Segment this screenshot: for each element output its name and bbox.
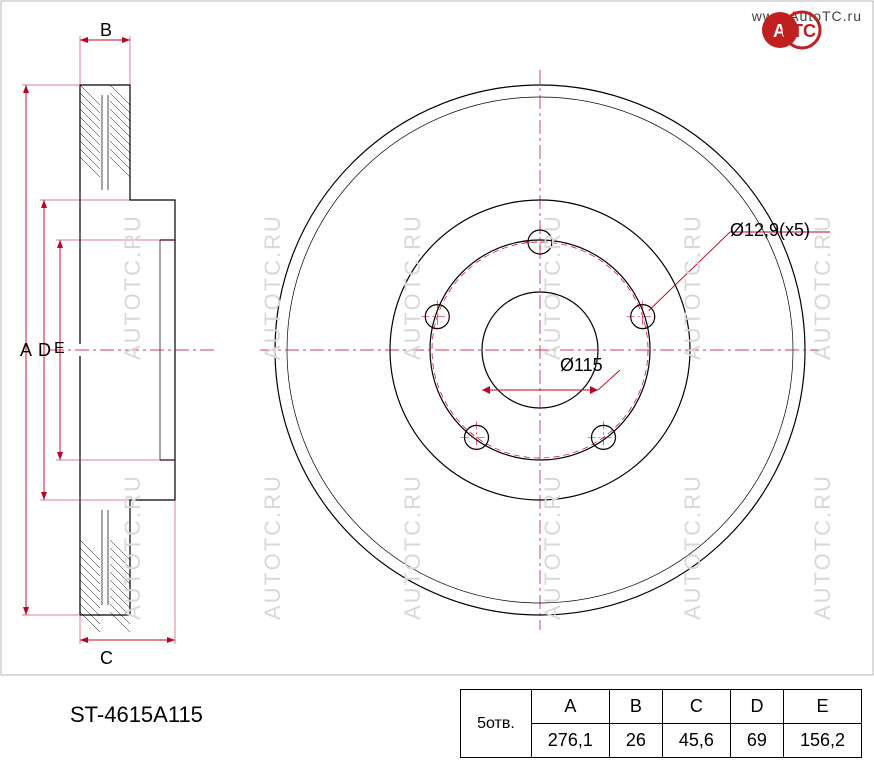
table-header: A bbox=[531, 690, 609, 724]
table-header: D bbox=[730, 690, 783, 724]
ann-hub-dia: Ø115 bbox=[560, 355, 603, 376]
site-logo: A TC www.AutoTC.ru bbox=[752, 8, 862, 24]
drawing-canvas: { "part_number": "ST-4615A115", "annotat… bbox=[0, 0, 874, 768]
table-value: 69 bbox=[730, 724, 783, 758]
part-number: ST-4615A115 bbox=[70, 702, 203, 728]
table-header: B bbox=[609, 690, 662, 724]
table-value: 276,1 bbox=[531, 724, 609, 758]
dimension-table: 5отв.ABCDE 276,12645,669156,2 bbox=[460, 689, 862, 758]
dim-label-b: B bbox=[100, 20, 112, 41]
dim-label-d: D bbox=[38, 340, 51, 361]
table-header: C bbox=[662, 690, 730, 724]
table-value: 45,6 bbox=[662, 724, 730, 758]
ann-bolt-holes: Ø12,9(x5) bbox=[730, 220, 810, 241]
technical-drawing-svg bbox=[0, 0, 874, 768]
table-header: E bbox=[783, 690, 861, 724]
dim-label-c: C bbox=[100, 648, 113, 669]
table-value: 156,2 bbox=[783, 724, 861, 758]
dim-label-e: E bbox=[54, 340, 65, 358]
table-corner: 5отв. bbox=[461, 690, 532, 758]
svg-text:TC: TC bbox=[792, 21, 816, 41]
dim-label-a: A bbox=[20, 340, 32, 361]
table-value: 26 bbox=[609, 724, 662, 758]
